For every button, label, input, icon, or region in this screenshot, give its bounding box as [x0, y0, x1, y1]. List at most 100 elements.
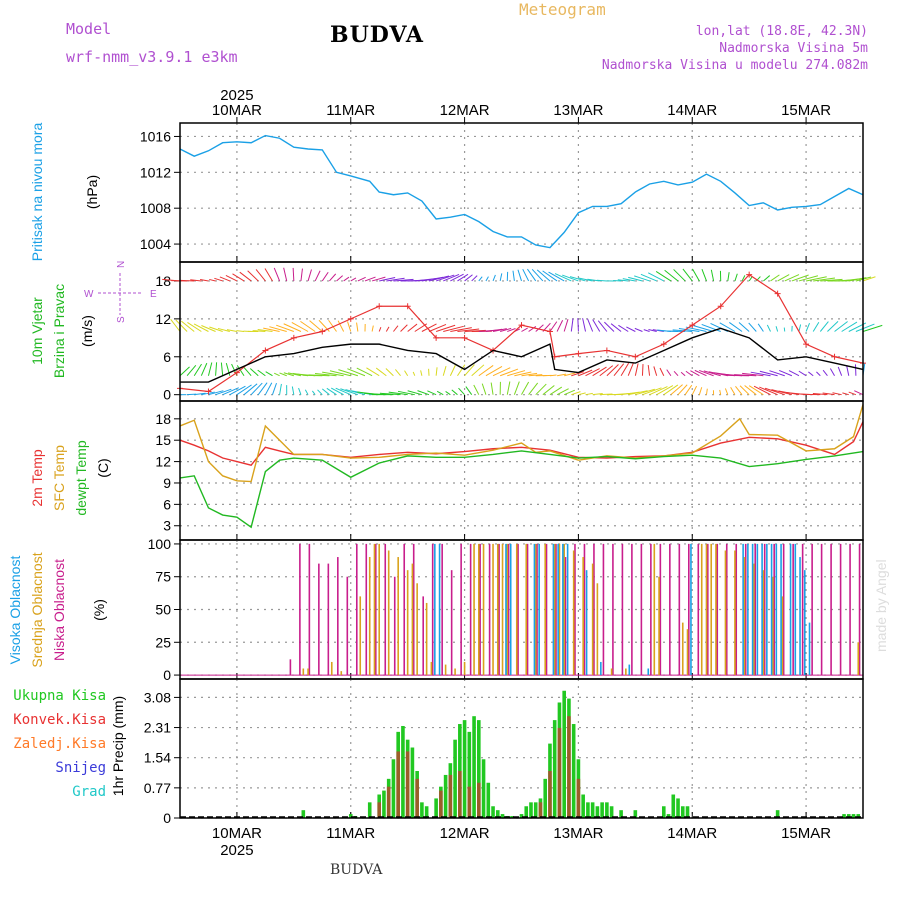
wind-barb [428, 323, 447, 332]
total-precip-bar [581, 794, 585, 818]
wind-barb [421, 323, 437, 332]
total-precip-bar [519, 814, 524, 818]
wind-barb [827, 320, 839, 332]
wind-barb [247, 270, 259, 282]
gust-marker [632, 353, 639, 360]
wind-barb [739, 385, 750, 396]
wind-barb [187, 322, 202, 332]
wind-barb [428, 275, 450, 282]
wind-barb [499, 273, 503, 282]
wind-barb [705, 388, 708, 395]
wind-barb [647, 365, 651, 376]
wind-barb [217, 327, 230, 332]
wind-barb [451, 389, 458, 396]
wind-barb [528, 326, 537, 332]
wind-barb [330, 387, 344, 396]
ytick-label-pressure-1: 1008 [140, 200, 171, 216]
wind-barb [735, 385, 743, 395]
wind-barb [724, 388, 729, 395]
bottom-xtick-label-5: 15MAR [781, 825, 831, 842]
conv-precip-bar [386, 786, 391, 818]
wind-barb [542, 385, 555, 396]
ytick-label-precip-2: 1.54 [144, 750, 171, 766]
wind-barb [527, 268, 537, 282]
wind-barb [798, 275, 819, 282]
pressure-ylabel: Pritisak na nivou mora [29, 123, 45, 262]
bottom-xtick-label-3: 13MAR [553, 825, 603, 842]
total-precip-bar [462, 720, 467, 818]
conv-precip-bar [396, 751, 400, 818]
wind-barb [388, 391, 408, 396]
panel-frame-pressure [179, 122, 864, 263]
wind-barb [618, 324, 629, 332]
bottom-xtick-label-0: 10MAR [212, 825, 262, 842]
wind-barb [350, 277, 357, 282]
wind-barb [229, 385, 246, 396]
compass-e: E [150, 289, 157, 300]
wind-barb [514, 371, 532, 377]
wind-barb [394, 369, 401, 377]
wind-barb [854, 390, 864, 396]
pressure-unit-label: (hPa) [84, 175, 100, 209]
wind-barb [734, 374, 757, 377]
wind-barb [291, 386, 295, 395]
wind-barb [556, 373, 567, 377]
wind-barb [563, 389, 576, 396]
total-precip-bar [477, 720, 481, 818]
gust-marker [319, 328, 326, 335]
total-precip-bar [685, 806, 690, 818]
wind-barb [250, 382, 263, 396]
ytick-label-precip-0: 0 [163, 810, 171, 826]
wind-barb [436, 390, 444, 396]
wind-barb [393, 325, 399, 332]
wind-barb [691, 385, 698, 395]
wind-barb [326, 387, 337, 396]
wind-barb [627, 362, 634, 376]
wind-barb [170, 318, 181, 332]
pressure-line [179, 134, 864, 249]
wind-barb [300, 320, 316, 332]
wind-barb [190, 279, 202, 282]
wind-barb [283, 323, 302, 332]
wind-barb [655, 271, 672, 282]
wind-barb [641, 364, 644, 376]
wind-barb [500, 327, 512, 332]
wind-barb [265, 371, 273, 377]
ytick-label-pressure-3: 1016 [140, 128, 171, 144]
wind-barb [458, 387, 465, 396]
wind-barb [819, 321, 829, 332]
wind-barb [427, 390, 437, 396]
top-xtick-label-0: 10MAR [212, 102, 262, 119]
bottom-xtick-label-1: 11MAR [326, 825, 375, 842]
wind-barb [592, 366, 607, 377]
wind-barb [464, 274, 473, 282]
wind-barb [375, 367, 387, 377]
wind-barb [642, 387, 662, 396]
ytick-label-cloud-3: 75 [155, 569, 171, 585]
wind-unit-label: (m/s) [79, 315, 95, 347]
wind-barb [570, 318, 574, 332]
wind-barb [549, 374, 557, 377]
wind-barb [272, 382, 277, 395]
wind-barb [379, 277, 396, 282]
wind-barb [759, 386, 778, 396]
total-precip-bar [500, 814, 505, 818]
total-precip-bar [367, 802, 372, 818]
wind-barb [243, 383, 258, 396]
ytick-label-temperature-1: 6 [163, 496, 171, 512]
wind-barb [292, 267, 295, 281]
ytick-label-temperature-3: 12 [155, 454, 171, 470]
wind-barb [485, 328, 503, 332]
wind-barb [279, 383, 282, 395]
wind-barb [435, 367, 438, 376]
wind-barb [620, 362, 630, 376]
wind-barb [311, 390, 316, 395]
wind-barb [548, 271, 565, 282]
wind-barb [209, 326, 223, 332]
panel-precip: 0 0.77 1.54 2.31 3.08 Ukupna Kisa Konvek.Kisa Z… [13, 678, 864, 826]
wind-barb [741, 275, 746, 282]
wind-barb [556, 320, 564, 332]
wind-barb [569, 276, 586, 282]
wind-barb [283, 267, 288, 282]
